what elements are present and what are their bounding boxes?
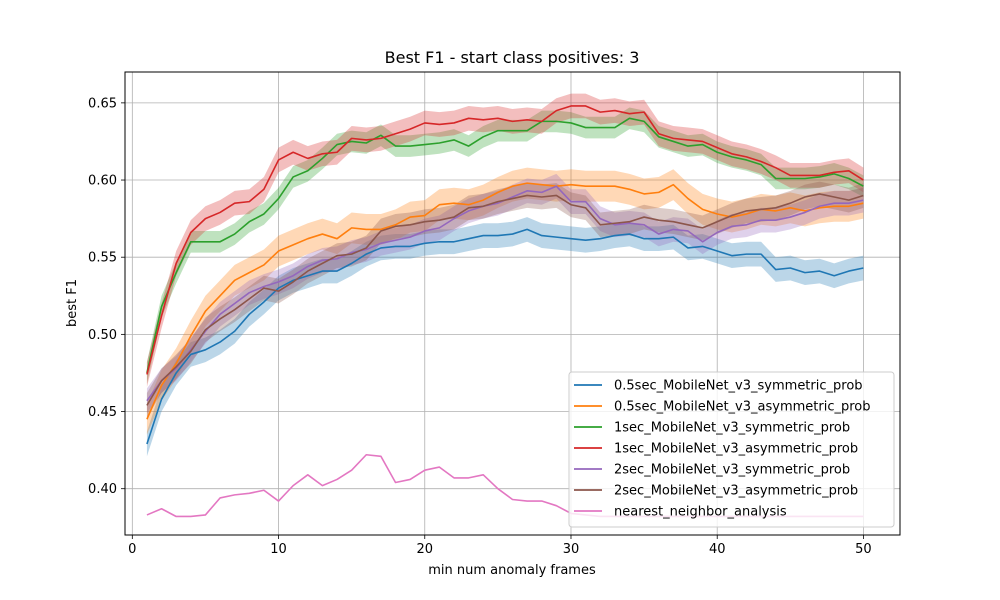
legend-label: 2sec_MobileNet_v3_symmetric_prob [614,463,850,478]
legend-box [568,371,895,528]
series-line-4 [146,105,864,375]
y-axis-label: best F1 [65,279,80,327]
series-line-6 [146,193,864,406]
legend: 0.5sec_MobileNet_v3_symmetric_prob 0.5sec… [568,371,895,528]
series-line-2 [146,182,864,420]
x-axis-label: min num anomaly frames [428,563,596,578]
x-tick-label: 10 [270,542,287,557]
plot-frame [124,71,901,536]
y-tick-label: 0.60 [88,174,117,189]
series-line-3 [146,117,864,374]
legend-label: 1sec_MobileNet_v3_asymmetric_prob [614,442,858,457]
legend-label: 2sec_MobileNet_v3_asymmetric_prob [614,484,858,499]
y-tick-label: 0.65 [88,96,117,111]
x-tick-label: 50 [855,542,872,557]
x-tick-label: 40 [709,542,726,557]
x-tick-label: 0 [128,542,136,557]
series-band-6 [146,181,864,418]
y-tick-label: 0.50 [88,328,117,343]
x-tick-label: 20 [416,542,433,557]
legend-label: 0.5sec_MobileNet_v3_symmetric_prob [614,379,863,394]
y-tick-label: 0.40 [88,482,117,497]
series-line-1 [146,228,864,445]
y-tick-label: 0.45 [88,405,117,420]
chart-title: Best F1 - start class positives: 3 [385,48,640,67]
legend-label: 1sec_MobileNet_v3_symmetric_prob [614,421,850,436]
y-axis-ticks: 0.40 0.45 0.50 0.55 0.60 0.65 [88,96,125,497]
legend-label: 0.5sec_MobileNet_v3_asymmetric_prob [614,400,871,415]
series-band-5 [146,173,864,414]
x-axis-ticks: 0 10 20 30 40 50 [128,535,872,557]
y-tick-label: 0.55 [88,251,117,266]
legend-label: nearest_neighbor_analysis [614,505,787,520]
x-tick-label: 30 [563,542,580,557]
series-band-1 [146,217,864,457]
